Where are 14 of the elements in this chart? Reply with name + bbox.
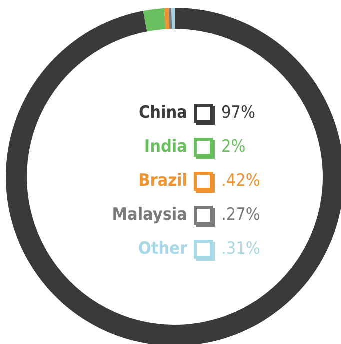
legend-label: Malaysia <box>111 205 188 225</box>
data-label: .31% <box>220 239 262 259</box>
data-label: .27% <box>220 205 262 225</box>
data-label: 2% <box>220 137 247 157</box>
donut-slice <box>164 8 170 30</box>
data-label: 97% <box>220 103 256 123</box>
donut-slice <box>168 8 172 30</box>
legend-label: Other <box>137 239 188 259</box>
donut-slice <box>143 8 166 32</box>
data-label: .42% <box>220 171 262 191</box>
legend-label: India <box>143 137 188 157</box>
donut-slice <box>172 8 175 30</box>
legend-label: China <box>138 103 188 123</box>
legend-label: Brazil <box>138 171 188 191</box>
